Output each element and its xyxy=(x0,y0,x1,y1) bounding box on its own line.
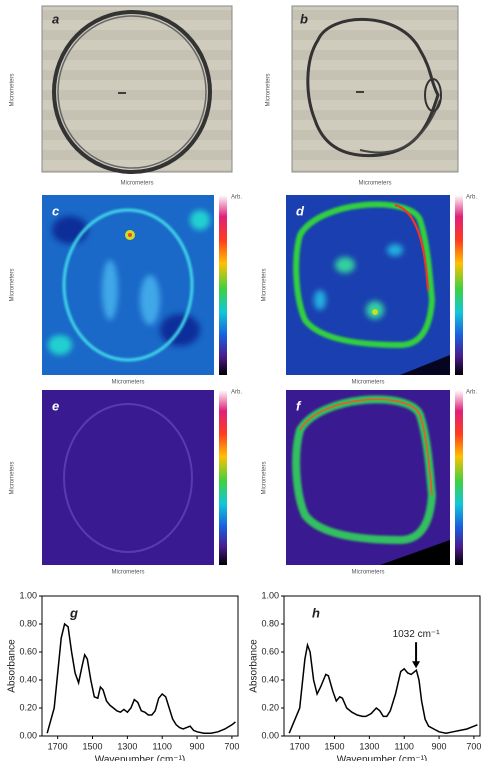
colorbar-title: Arb. xyxy=(231,195,242,201)
colorbar xyxy=(219,195,227,375)
hotspot xyxy=(372,309,378,315)
panel-letter: b xyxy=(300,11,308,26)
panel-a: a Micrometers Micrometers xyxy=(10,5,233,187)
y-tick-label: 0.60 xyxy=(261,646,279,656)
y-tick-label: 0.20 xyxy=(19,702,37,712)
annotation-arrowhead xyxy=(412,661,421,669)
axis-title: Micrometers xyxy=(120,181,153,187)
y-tick-label: 0.60 xyxy=(19,646,37,656)
panel-letter: e xyxy=(52,398,59,413)
y-axis-title: Absorbance xyxy=(7,639,18,693)
colorbar-title: Arb. xyxy=(466,390,477,396)
tissue-ring xyxy=(306,17,440,158)
axis-title: Micrometers xyxy=(111,570,144,576)
x-tick-label: 1700 xyxy=(290,741,310,751)
tissue-ring xyxy=(62,208,194,362)
heatmap xyxy=(42,390,214,565)
micrograph xyxy=(41,5,233,173)
plot-frame xyxy=(41,595,239,737)
tissue-ring xyxy=(52,10,212,174)
panel-c: Arb. c Micrometers Micrometers xyxy=(10,195,243,386)
panel-letter: g xyxy=(69,605,78,620)
x-tick-label: 1100 xyxy=(153,741,172,751)
panel-letter: a xyxy=(52,11,59,26)
x-axis-title: Wavenumber (cm⁻¹) xyxy=(95,755,185,761)
panel-d: Arb. d Micrometers Micrometers xyxy=(262,195,478,386)
x-tick-label: 900 xyxy=(432,741,447,751)
y-tick-label: 1.00 xyxy=(261,590,279,600)
background-corner xyxy=(400,355,450,375)
x-tick-label: 1300 xyxy=(359,741,379,751)
annotation: 1032 cm⁻¹ xyxy=(393,629,441,640)
tissue-fold xyxy=(359,99,441,154)
axis-title: Micrometers xyxy=(10,73,16,106)
colorbar xyxy=(455,195,463,375)
panel-letter: h xyxy=(312,605,320,620)
spectrum-chart: 0.00 0.20 0.40 0.60 0.80 1.00 1700 1500 1300 1100… xyxy=(7,590,240,761)
axis-title: Micrometers xyxy=(262,461,268,494)
x-axis-title: Wavenumber (cm⁻¹) xyxy=(337,755,427,761)
y-tick-label: 0.80 xyxy=(19,618,37,628)
panel-letter: f xyxy=(296,398,302,413)
panel-letter: d xyxy=(296,203,305,218)
colorbar xyxy=(455,390,463,565)
tissue-ring xyxy=(299,398,433,496)
plot-frame xyxy=(283,595,481,737)
tissue-ring xyxy=(394,204,429,291)
y-tick-label: 0.00 xyxy=(19,730,37,740)
y-tick-label: 0.40 xyxy=(261,674,279,684)
micrograph xyxy=(291,5,459,173)
y-tick-label: 1.00 xyxy=(19,590,37,600)
x-tick-label: 900 xyxy=(190,741,205,751)
colorbar-title: Arb. xyxy=(466,195,477,201)
y-tick-label: 0.00 xyxy=(261,730,279,740)
axis-title: Micrometers xyxy=(266,73,272,106)
x-tick-label: 1100 xyxy=(395,741,414,751)
background-corner xyxy=(380,540,450,565)
y-tick-label: 0.20 xyxy=(261,702,279,712)
panel-e: Arb. e Micrometers Micrometers xyxy=(10,390,243,576)
panel-f: Arb. f Micrometers Micrometers xyxy=(262,390,478,576)
tissue-fold xyxy=(424,78,442,112)
y-tick-label: 0.40 xyxy=(19,674,37,684)
tissue-ring xyxy=(63,403,193,553)
y-tick-label: 0.80 xyxy=(261,618,279,628)
x-tick-label: 700 xyxy=(466,741,481,751)
axis-title: Micrometers xyxy=(10,268,16,301)
x-tick-label: 700 xyxy=(224,741,239,751)
spectrum-chart: 0.00 0.20 0.40 0.60 0.80 1.00 1700 1500 1300 1100… xyxy=(249,590,482,761)
y-axis-title: Absorbance xyxy=(249,639,260,693)
panel-b: b Micrometers Micrometers xyxy=(266,5,459,187)
axis-title: Micrometers xyxy=(351,570,384,576)
axis-title: Micrometers xyxy=(111,380,144,386)
x-tick-label: 1500 xyxy=(83,741,103,751)
x-tick-label: 1300 xyxy=(117,741,137,751)
tissue-ring xyxy=(57,15,207,169)
x-tick-label: 1700 xyxy=(48,741,68,751)
colorbar xyxy=(219,390,227,565)
colorbar-title: Arb. xyxy=(231,390,242,396)
spectrum-line xyxy=(46,622,236,734)
hotspot xyxy=(128,233,132,237)
axis-title: Micrometers xyxy=(351,380,384,386)
x-tick-label: 1500 xyxy=(325,741,345,751)
panel-letter: c xyxy=(52,203,60,218)
axis-title: Micrometers xyxy=(10,461,16,494)
spectrum-line xyxy=(288,642,478,734)
axis-title: Micrometers xyxy=(262,268,268,301)
axis-title: Micrometers xyxy=(358,181,391,187)
